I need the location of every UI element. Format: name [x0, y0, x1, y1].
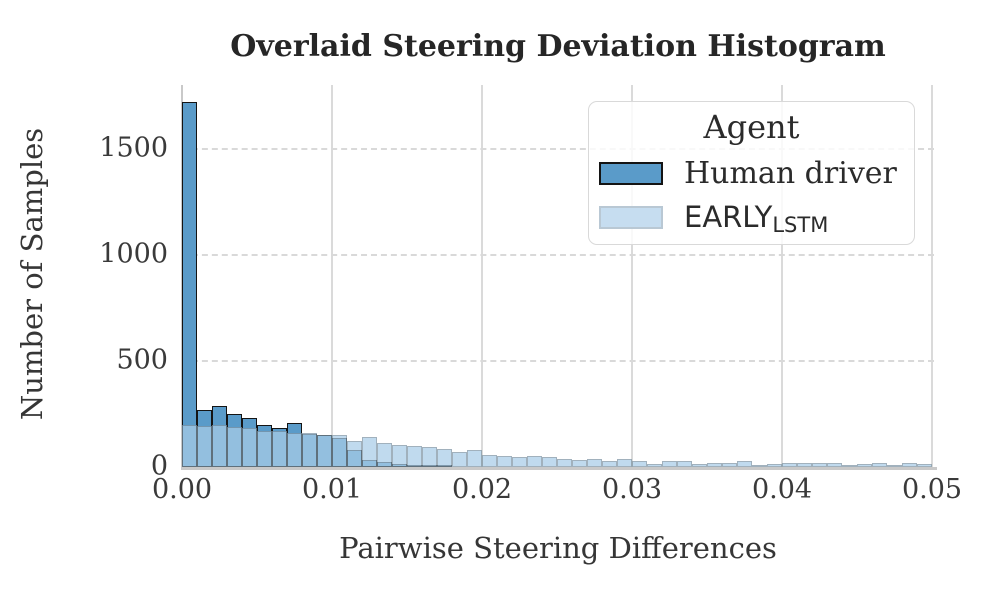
vertical-gridline	[931, 85, 933, 467]
histogram-bar-early-lstm	[767, 463, 782, 467]
histogram-bar-early-lstm	[467, 450, 482, 467]
x-tick-label: 0.00	[151, 474, 213, 505]
histogram-bar-early-lstm	[452, 452, 467, 467]
histogram-bar-early-lstm	[887, 465, 902, 467]
histogram-bar-early-lstm	[737, 460, 752, 467]
legend-title: Agent	[703, 108, 800, 146]
histogram-bar-early-lstm	[212, 425, 227, 467]
histogram-bar-early-lstm	[392, 444, 407, 467]
histogram-bar-early-lstm	[512, 457, 527, 467]
legend-entry-label: EARLYLSTM	[684, 200, 829, 237]
histogram-bar-early-lstm	[317, 434, 332, 467]
histogram-bar-early-lstm	[332, 435, 347, 467]
histogram-bar-early-lstm	[497, 456, 512, 467]
histogram-bar-early-lstm	[722, 462, 737, 467]
histogram-bar-early-lstm	[437, 448, 452, 467]
histogram-bar-early-lstm	[272, 431, 287, 467]
histogram-bar-early-lstm	[677, 460, 692, 467]
histogram-bar-early-lstm	[647, 463, 662, 467]
histogram-bar-early-lstm	[587, 459, 602, 467]
x-tick-label: 0.03	[601, 474, 663, 505]
x-tick-label: 0.05	[901, 474, 963, 505]
histogram-bar-early-lstm	[557, 459, 572, 467]
y-tick-label: 500	[116, 344, 168, 376]
histogram-bar-early-lstm	[797, 462, 812, 467]
histogram-bar-early-lstm	[377, 443, 392, 467]
y-tick-label: 0	[150, 450, 168, 482]
histogram-bar-early-lstm	[707, 462, 722, 467]
horizontal-gridline	[182, 359, 934, 362]
histogram-bar-early-lstm	[302, 433, 317, 467]
y-axis-label: Number of Samples	[15, 127, 49, 421]
x-tick-label: 0.01	[301, 474, 363, 505]
histogram-bar-early-lstm	[572, 460, 587, 467]
x-axis-label: Pairwise Steering Differences	[339, 531, 777, 565]
plot-area	[182, 85, 936, 467]
legend-entry: EARLYLSTM	[599, 200, 914, 237]
x-axis-spine	[180, 467, 937, 470]
histogram-bar-early-lstm	[287, 432, 302, 467]
horizontal-gridline	[182, 253, 934, 256]
histogram-bar-early-lstm	[662, 460, 677, 467]
histogram-bar-early-lstm	[842, 465, 857, 467]
histogram-bar-early-lstm	[527, 456, 542, 467]
histogram-bar-early-lstm	[347, 441, 362, 467]
histogram-bar-early-lstm	[182, 424, 197, 467]
histogram-bar-early-lstm	[827, 462, 842, 467]
x-tick-label: 0.04	[751, 474, 813, 505]
histogram-bar-early-lstm	[782, 462, 797, 467]
vertical-gridline	[631, 85, 633, 467]
histogram-bar-early-lstm	[422, 446, 437, 467]
vertical-gridline	[331, 85, 333, 467]
legend-entry: Human driver	[599, 157, 914, 190]
histogram-bar-early-lstm	[902, 462, 917, 467]
histogram-bar-early-lstm	[227, 427, 242, 467]
histogram-bar-early-lstm	[257, 430, 272, 467]
vertical-gridline	[481, 85, 483, 467]
x-tick-label: 0.02	[451, 474, 513, 505]
legend-swatch-icon	[599, 162, 663, 185]
histogram-bar-human-driver	[182, 101, 197, 467]
histogram-bar-early-lstm	[752, 465, 767, 467]
histogram-bar-early-lstm	[692, 464, 707, 467]
histogram-bar-early-lstm	[632, 461, 647, 467]
histogram-bar-early-lstm	[362, 437, 377, 467]
vertical-gridline	[781, 85, 783, 467]
y-tick-label: 1500	[99, 131, 168, 163]
y-tick-label: 1000	[99, 238, 168, 270]
histogram-bar-early-lstm	[602, 461, 617, 467]
legend-entry-label: Human driver	[684, 155, 897, 191]
legend: Agent Human driver EARLYLSTM	[588, 101, 915, 245]
histogram-bar-early-lstm	[197, 426, 212, 467]
histogram-bar-early-lstm	[857, 464, 872, 467]
histogram-bar-early-lstm	[812, 462, 827, 467]
histogram-bar-early-lstm	[482, 455, 497, 467]
histogram-bar-early-lstm	[617, 459, 632, 467]
histogram-bar-early-lstm	[917, 464, 932, 467]
histogram-bar-early-lstm	[872, 462, 887, 467]
y-axis-spine	[180, 85, 183, 469]
histogram-bar-early-lstm	[242, 428, 257, 467]
chart-title: Overlaid Steering Deviation Histogram	[230, 29, 886, 64]
horizontal-gridline	[182, 147, 934, 150]
legend-swatch-icon	[599, 206, 663, 229]
histogram-bar-early-lstm	[407, 445, 422, 467]
histogram-bar-early-lstm	[542, 457, 557, 467]
